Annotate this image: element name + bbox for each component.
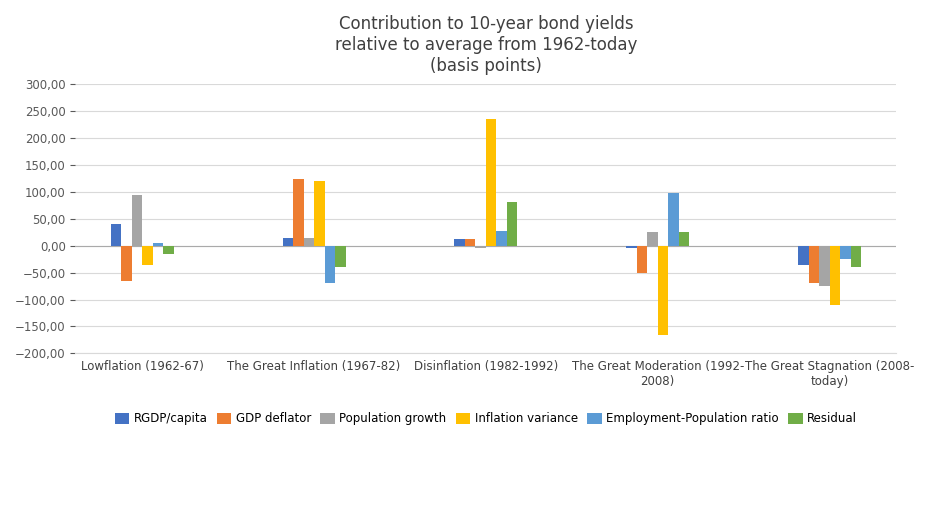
Bar xyxy=(132,195,142,246)
Bar xyxy=(486,119,496,246)
Title: Contribution to 10-year bond yields
relative to average from 1962-today
(basis p: Contribution to 10-year bond yields rela… xyxy=(334,15,636,75)
Bar xyxy=(818,246,828,286)
Bar xyxy=(475,246,486,249)
Bar xyxy=(303,238,314,246)
Bar xyxy=(797,246,808,265)
Bar xyxy=(335,246,345,267)
Legend: RGDP/capita, GDP deflator, Population growth, Inflation variance, Employment-Pop: RGDP/capita, GDP deflator, Population gr… xyxy=(110,407,861,430)
Bar xyxy=(496,231,506,246)
Bar xyxy=(647,232,657,246)
Bar xyxy=(454,239,464,246)
Bar xyxy=(121,246,132,281)
Bar xyxy=(840,246,850,259)
Bar xyxy=(464,239,475,246)
Bar xyxy=(808,246,818,283)
Bar xyxy=(142,246,153,265)
Bar xyxy=(163,246,173,254)
Bar xyxy=(506,202,517,246)
Bar xyxy=(110,225,121,246)
Bar xyxy=(625,246,636,249)
Bar xyxy=(293,179,303,246)
Bar xyxy=(324,246,335,283)
Bar xyxy=(828,246,840,305)
Bar xyxy=(314,181,324,246)
Bar xyxy=(678,232,689,246)
Bar xyxy=(636,246,647,272)
Bar xyxy=(657,246,667,334)
Bar xyxy=(850,246,860,267)
Bar xyxy=(667,193,678,246)
Bar xyxy=(283,238,293,246)
Bar xyxy=(153,243,163,246)
